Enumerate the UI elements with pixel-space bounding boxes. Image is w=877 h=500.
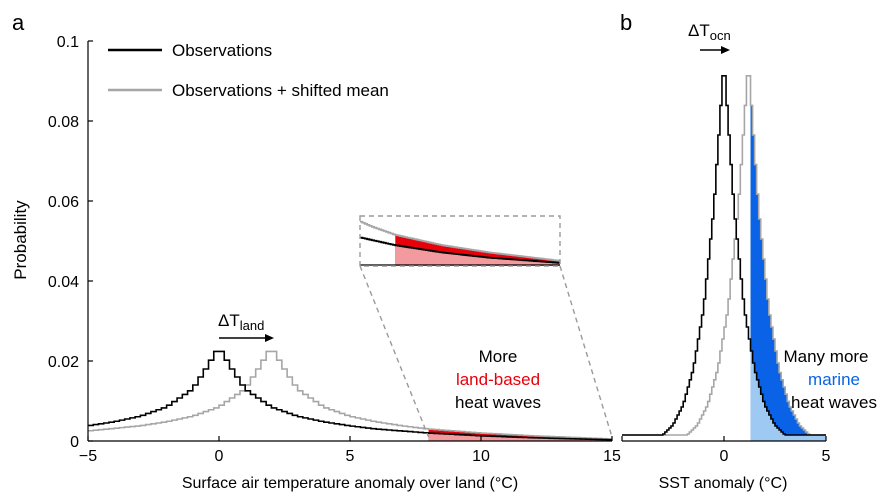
fills-panel-b bbox=[750, 105, 826, 442]
land-annotation-line-1: More bbox=[479, 347, 518, 366]
legend-label-observations: Observations bbox=[172, 41, 272, 60]
x-tick-label-a: 10 bbox=[472, 448, 490, 465]
delta-t-land-label: ΔTland bbox=[218, 311, 264, 333]
lines-panel-a bbox=[88, 350, 612, 441]
y-tick-label: 0.06 bbox=[48, 194, 79, 211]
delta-t-ocn-label: ΔTocn bbox=[688, 21, 731, 43]
land-annotation-line-2: land-based bbox=[456, 370, 540, 389]
series-line-observations-a bbox=[88, 350, 612, 441]
x-tick-label-a: 15 bbox=[603, 448, 621, 465]
y-tick-label: 0.1 bbox=[57, 34, 79, 51]
marine-annotation-line-2: marine bbox=[808, 370, 860, 389]
marine-heat-wave-fill-dark bbox=[750, 105, 826, 442]
x-axis-label-b: SST anomaly (°C) bbox=[659, 475, 788, 492]
inset-line-observations bbox=[360, 236, 560, 264]
series-line-shifted-b bbox=[622, 75, 826, 436]
y-tick-label: 0.04 bbox=[48, 274, 79, 291]
axes: 00.020.040.060.080.1−5 0 5 10 15 0 5 bbox=[48, 34, 831, 465]
land-heat-waves-annotation: More land-based heat waves bbox=[455, 347, 541, 412]
y-tick-label: 0 bbox=[70, 434, 79, 451]
legend: Observations Observations + shifted mean bbox=[108, 41, 389, 100]
marine-annotation-line-3: heat waves bbox=[791, 393, 877, 412]
marine-heat-waves-annotation: Many more marine heat waves bbox=[783, 347, 877, 412]
inset-frame bbox=[359, 215, 561, 267]
series-line-shifted-a bbox=[88, 350, 612, 440]
inset-connector-right bbox=[559, 265, 613, 438]
panel-label-b: b bbox=[620, 10, 632, 35]
inset-connector-left bbox=[359, 265, 430, 438]
delta-t-ocn-arrowhead bbox=[721, 46, 730, 54]
delta-t-ocn-annotation: ΔTocn bbox=[688, 21, 731, 54]
panel-label-a: a bbox=[12, 10, 25, 35]
y-axis-label: Probability bbox=[11, 200, 30, 280]
inset-fill-light bbox=[395, 245, 560, 266]
lines-panel-b bbox=[622, 75, 826, 436]
delta-t-land-arrowhead bbox=[265, 334, 274, 342]
x-axis-label-a: Surface air temperature anomaly over lan… bbox=[182, 475, 518, 492]
marine-annotation-line-1: Many more bbox=[783, 347, 868, 366]
inset-line-shifted bbox=[360, 220, 560, 262]
x-tick-label-a: −5 bbox=[79, 448, 97, 465]
legend-label-shifted: Observations + shifted mean bbox=[172, 81, 389, 100]
inset-panel-a bbox=[359, 215, 613, 438]
land-annotation-line-3: heat waves bbox=[455, 393, 541, 412]
y-tick-label: 0.02 bbox=[48, 354, 79, 371]
x-tick-label-a: 0 bbox=[215, 448, 224, 465]
x-tick-label-b: 5 bbox=[822, 448, 831, 465]
series-line-observations-b bbox=[622, 75, 826, 436]
marine-heat-wave-fill-light bbox=[750, 351, 826, 441]
y-tick-label: 0.08 bbox=[48, 114, 79, 131]
x-tick-label-a: 5 bbox=[346, 448, 355, 465]
delta-t-land-annotation: ΔTland bbox=[218, 311, 274, 342]
x-tick-label-b: 0 bbox=[720, 448, 729, 465]
